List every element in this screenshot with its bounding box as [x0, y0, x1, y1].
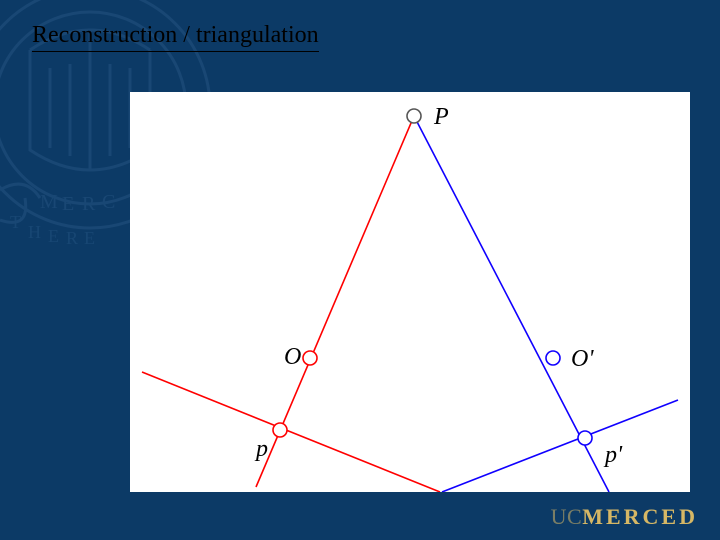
svg-text:M: M	[40, 191, 58, 213]
logo-uc: UC	[551, 504, 583, 529]
node-o	[303, 351, 317, 365]
triangulation-figure: P O O' p p'	[130, 92, 690, 492]
image-line-left	[142, 372, 440, 492]
slide-title: Reconstruction / triangulation	[32, 22, 319, 52]
university-logo: UCMERCED	[551, 504, 698, 530]
slide: L E T T H E R E M E R C Reconstruction /…	[0, 0, 720, 540]
node-pprime	[578, 431, 592, 445]
logo-merced: MERCED	[582, 504, 698, 529]
node-oprime	[546, 351, 560, 365]
node-label-o: O	[284, 344, 301, 370]
node-label-p: P	[433, 104, 449, 130]
node-p	[273, 423, 287, 437]
diagram-svg: P O O' p p'	[130, 92, 690, 492]
svg-text:E: E	[48, 226, 59, 246]
svg-text:R: R	[82, 193, 96, 215]
node-label-pprime: p'	[603, 442, 623, 468]
node-label-p: p	[254, 436, 268, 462]
svg-text:H: H	[28, 222, 41, 242]
svg-text:E: E	[84, 228, 95, 248]
node-label-oprime: O'	[571, 346, 594, 372]
svg-text:R: R	[66, 228, 78, 248]
node-p	[407, 109, 421, 123]
image-line-right	[442, 400, 678, 492]
svg-text:C: C	[102, 191, 115, 213]
svg-text:E: E	[62, 193, 74, 215]
svg-text:T: T	[10, 212, 21, 232]
